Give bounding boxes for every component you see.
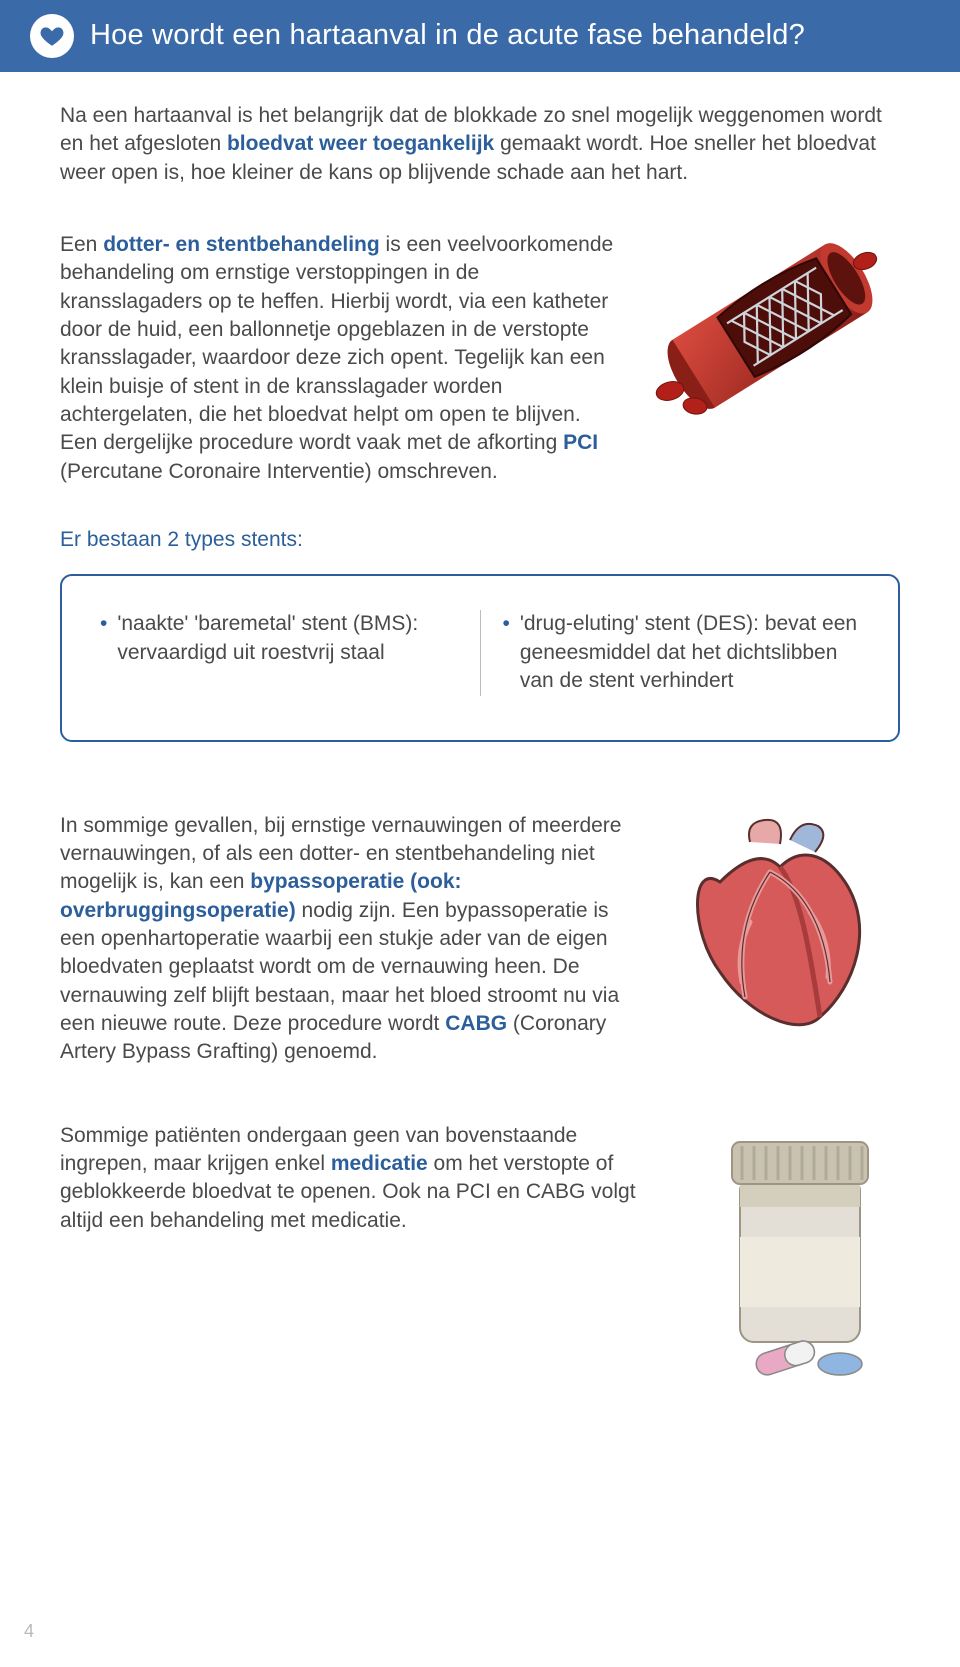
pill-bottle-illustration bbox=[690, 1122, 900, 1382]
medication-text: Sommige patiënten ondergaan geen van bov… bbox=[60, 1122, 666, 1235]
pci-a: Een bbox=[60, 233, 103, 256]
pci-c: is een veelvoorkomende behandeling om er… bbox=[60, 233, 613, 454]
pci-text: Een dotter- en stentbehandeling is een v… bbox=[60, 231, 616, 486]
heart-illustration bbox=[650, 812, 900, 1052]
medication-section: Sommige patiënten ondergaan geen van bov… bbox=[60, 1122, 900, 1382]
stent-types-heading: Er bestaan 2 types stents: bbox=[60, 526, 900, 554]
stent-types-box: • 'naakte' 'baremetal' stent (BMS): verv… bbox=[60, 574, 900, 741]
intro-paragraph: Na een hartaanval is het belangrijk dat … bbox=[60, 102, 900, 187]
pci-bold1: dotter- en stentbehandeling bbox=[103, 233, 380, 256]
title-bar: Hoe wordt een hartaanval in de acute fas… bbox=[0, 0, 960, 72]
cabg-bold2: CABG bbox=[445, 1012, 507, 1035]
stent-right-text: 'drug-eluting' stent (DES): bevat een ge… bbox=[520, 610, 860, 695]
stent-type-left: • 'naakte' 'baremetal' stent (BMS): verv… bbox=[94, 610, 481, 695]
heart-icon bbox=[30, 14, 74, 58]
pci-e: (Percutane Coronaire Interventie) omschr… bbox=[60, 460, 498, 483]
stent-illustration bbox=[640, 231, 900, 421]
stent-type-right: • 'drug-eluting' stent (DES): bevat een … bbox=[481, 610, 867, 695]
med-bold: medicatie bbox=[331, 1152, 428, 1175]
page-number: 4 bbox=[24, 1619, 34, 1643]
heart-icon-svg bbox=[39, 23, 65, 49]
bullet-icon: • bbox=[503, 610, 510, 695]
bullet-icon: • bbox=[100, 610, 107, 667]
page-title: Hoe wordt een hartaanval in de acute fas… bbox=[90, 16, 805, 55]
pci-section: Een dotter- en stentbehandeling is een v… bbox=[60, 231, 900, 486]
cabg-section: In sommige gevallen, bij ernstige vernau… bbox=[60, 812, 900, 1067]
stent-left-text: 'naakte' 'baremetal' stent (BMS): vervaa… bbox=[117, 610, 457, 667]
pci-bold2: PCI bbox=[563, 431, 598, 454]
intro-bold: bloedvat weer toegankelijk bbox=[227, 132, 494, 155]
cabg-text: In sommige gevallen, bij ernstige vernau… bbox=[60, 812, 626, 1067]
